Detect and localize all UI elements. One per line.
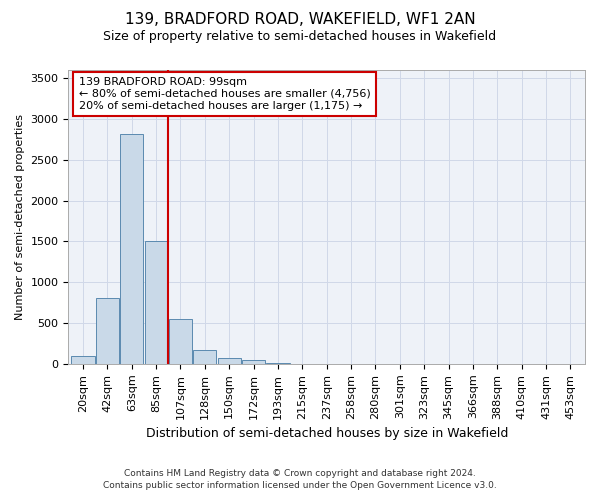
Text: 139 BRADFORD ROAD: 99sqm
← 80% of semi-detached houses are smaller (4,756)
20% o: 139 BRADFORD ROAD: 99sqm ← 80% of semi-d… [79,78,370,110]
X-axis label: Distribution of semi-detached houses by size in Wakefield: Distribution of semi-detached houses by … [146,427,508,440]
Bar [242,360,265,364]
Y-axis label: Number of semi-detached properties: Number of semi-detached properties [15,114,25,320]
Bar [120,134,143,364]
Text: 139, BRADFORD ROAD, WAKEFIELD, WF1 2AN: 139, BRADFORD ROAD, WAKEFIELD, WF1 2AN [125,12,475,28]
Bar [169,320,192,364]
Text: Size of property relative to semi-detached houses in Wakefield: Size of property relative to semi-detach… [103,30,497,43]
Bar [218,358,241,364]
Text: Contains HM Land Registry data © Crown copyright and database right 2024.: Contains HM Land Registry data © Crown c… [124,468,476,477]
Bar [96,298,119,364]
Bar [145,242,168,364]
Bar [266,363,290,364]
Bar [71,356,95,364]
Text: Contains public sector information licensed under the Open Government Licence v3: Contains public sector information licen… [103,481,497,490]
Bar [193,350,217,364]
